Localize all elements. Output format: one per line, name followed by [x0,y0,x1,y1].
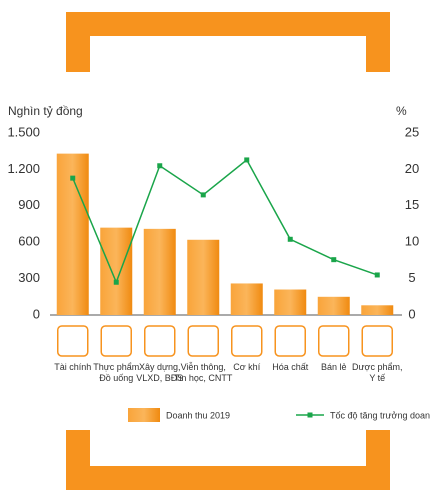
x-tick-label: Cơ khí [233,362,261,372]
y2-tick-label: 15 [405,197,419,212]
legend-label: Tốc độ tăng trưởng doanh thu [330,410,430,420]
y-tick-label: 900 [18,197,40,212]
line-marker [331,257,337,263]
bar [100,227,133,315]
y2-tick-label: 5 [408,270,415,285]
y2-tick-label: 0 [408,306,415,321]
y2-tick-label: 20 [405,161,419,176]
y-tick-label: 600 [18,234,40,249]
x-tick-label: Tài chính [54,362,92,372]
legend-label: Doanh thu 2019 [166,410,230,420]
bar [230,283,263,315]
category-icon [361,325,393,357]
y2-axis-label: % [396,104,407,118]
category-icon [57,325,89,357]
line-marker [374,272,380,278]
line-marker [287,236,293,242]
x-tick-label: Hóa chất [272,362,309,372]
line-marker [244,157,250,163]
bar [143,228,176,315]
category-icon [144,325,176,357]
line-marker [113,279,119,285]
line [72,158,378,285]
y-tick-label: 1.200 [7,161,40,176]
y2-tick-label: 10 [405,234,419,249]
legend-swatch [128,408,160,422]
y-tick-label: 300 [18,270,40,285]
bar [317,296,350,315]
y2-tick-label: 25 [405,124,419,139]
bar [187,239,220,315]
category-icon [100,325,132,357]
line-marker [200,192,206,198]
category-icon [231,325,263,357]
x-tick-label: Viễn thông, Tin học, CNTT [174,362,233,383]
x-tick-label: Dược phẩm, Y tế [352,362,403,383]
x-tick-label: Bán lẻ [320,362,347,372]
category-icon [274,325,306,357]
x-tick-label: Thực phẩm Đồ uống [93,362,140,383]
line-marker [157,163,163,169]
frame-bottom [66,430,390,490]
y-tick-label: 1.500 [7,124,40,139]
line-marker [70,175,76,181]
bar [274,289,307,315]
x-tick-label: Xây dựng, VLXD, BĐS [136,362,184,383]
y-axis-label: Nghìn tỷ đồng [8,104,83,118]
bar [361,305,394,315]
icons [57,325,393,357]
frame-top [66,12,390,72]
legend-swatch [307,412,313,418]
category-icon [318,325,350,357]
y-tick-label: 0 [33,306,40,321]
category-icon [187,325,219,357]
